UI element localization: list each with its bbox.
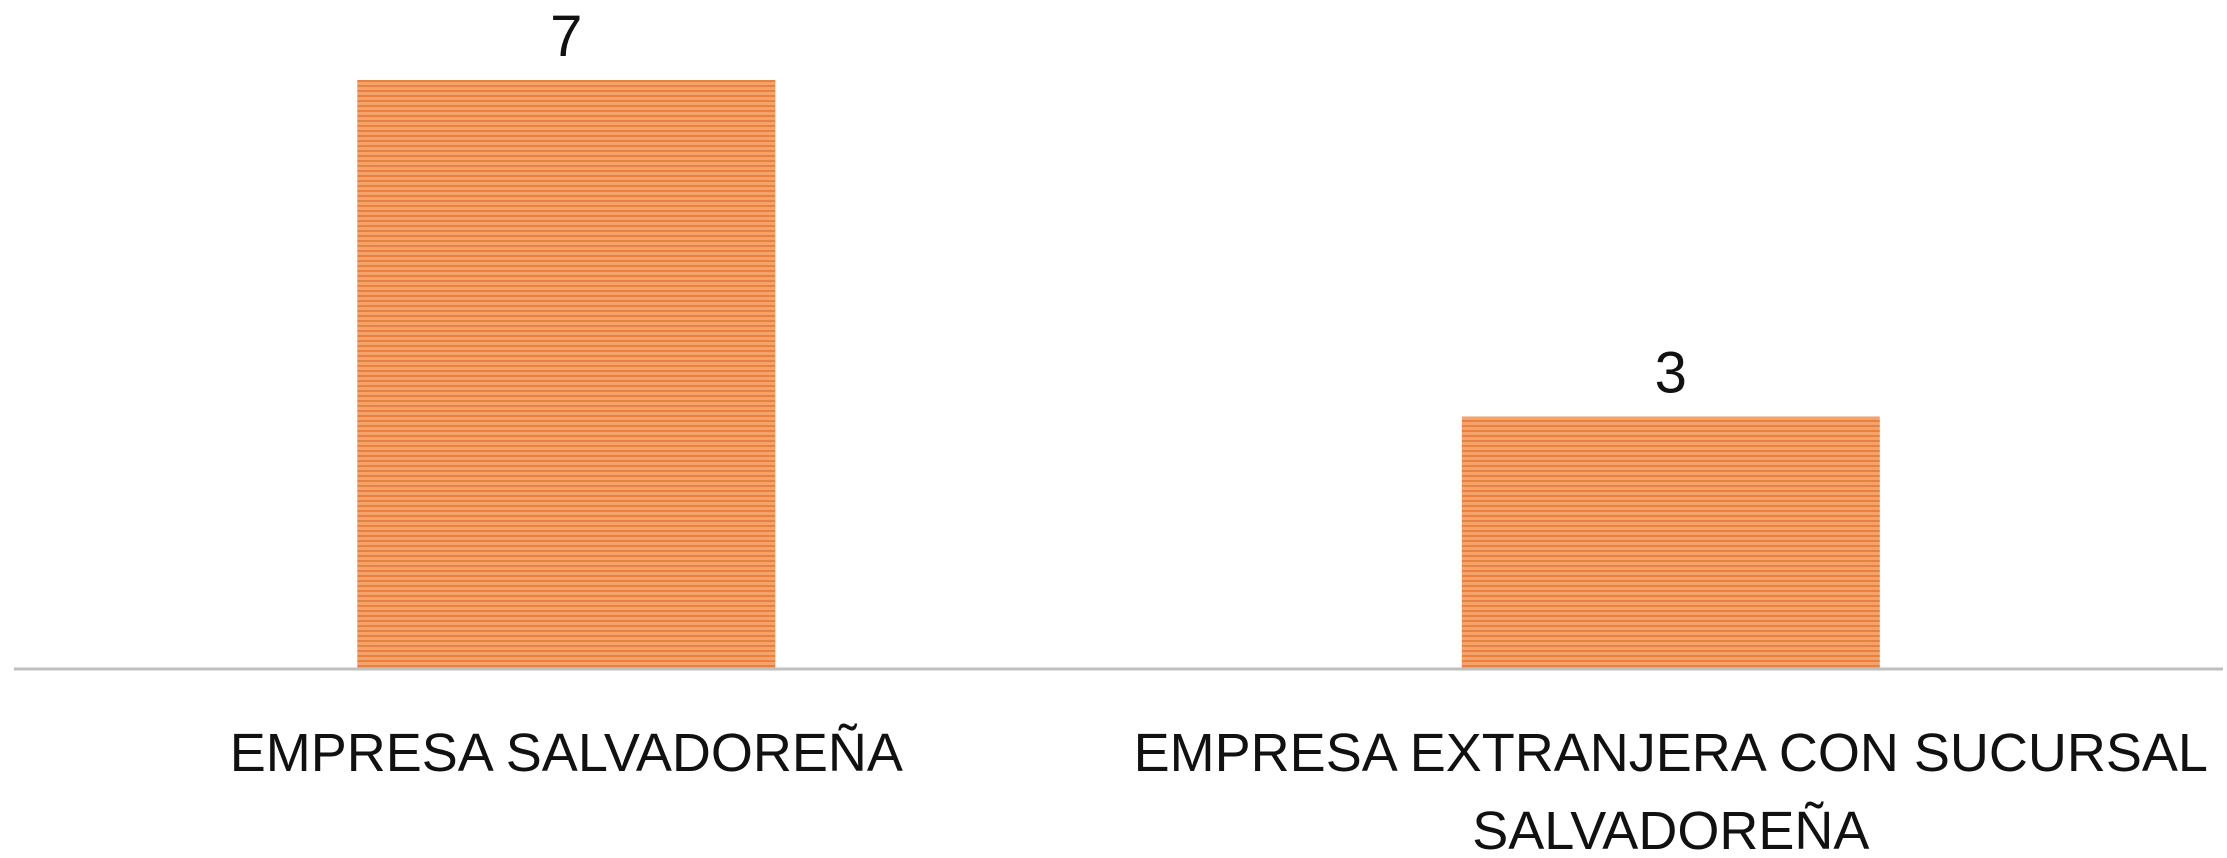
category-label-1: EMPRESA SALVADOREÑA [230,723,903,783]
labels-layer: 7 EMPRESA SALVADOREÑA 3 EMPRESA EXTRANJERA … [230,4,2208,858]
data-label-1: 7 [550,4,582,69]
category-label-2-line-2: SALVADOREÑA [1472,801,1869,853]
bar-2 [1461,416,1880,669]
category-label-2-line-1: EMPRESA EXTRANJERA CON SUCURSAL [1134,723,2208,783]
bars-layer [357,80,1880,669]
data-label-2: 3 [1655,341,1687,406]
bar-1 [357,80,776,669]
